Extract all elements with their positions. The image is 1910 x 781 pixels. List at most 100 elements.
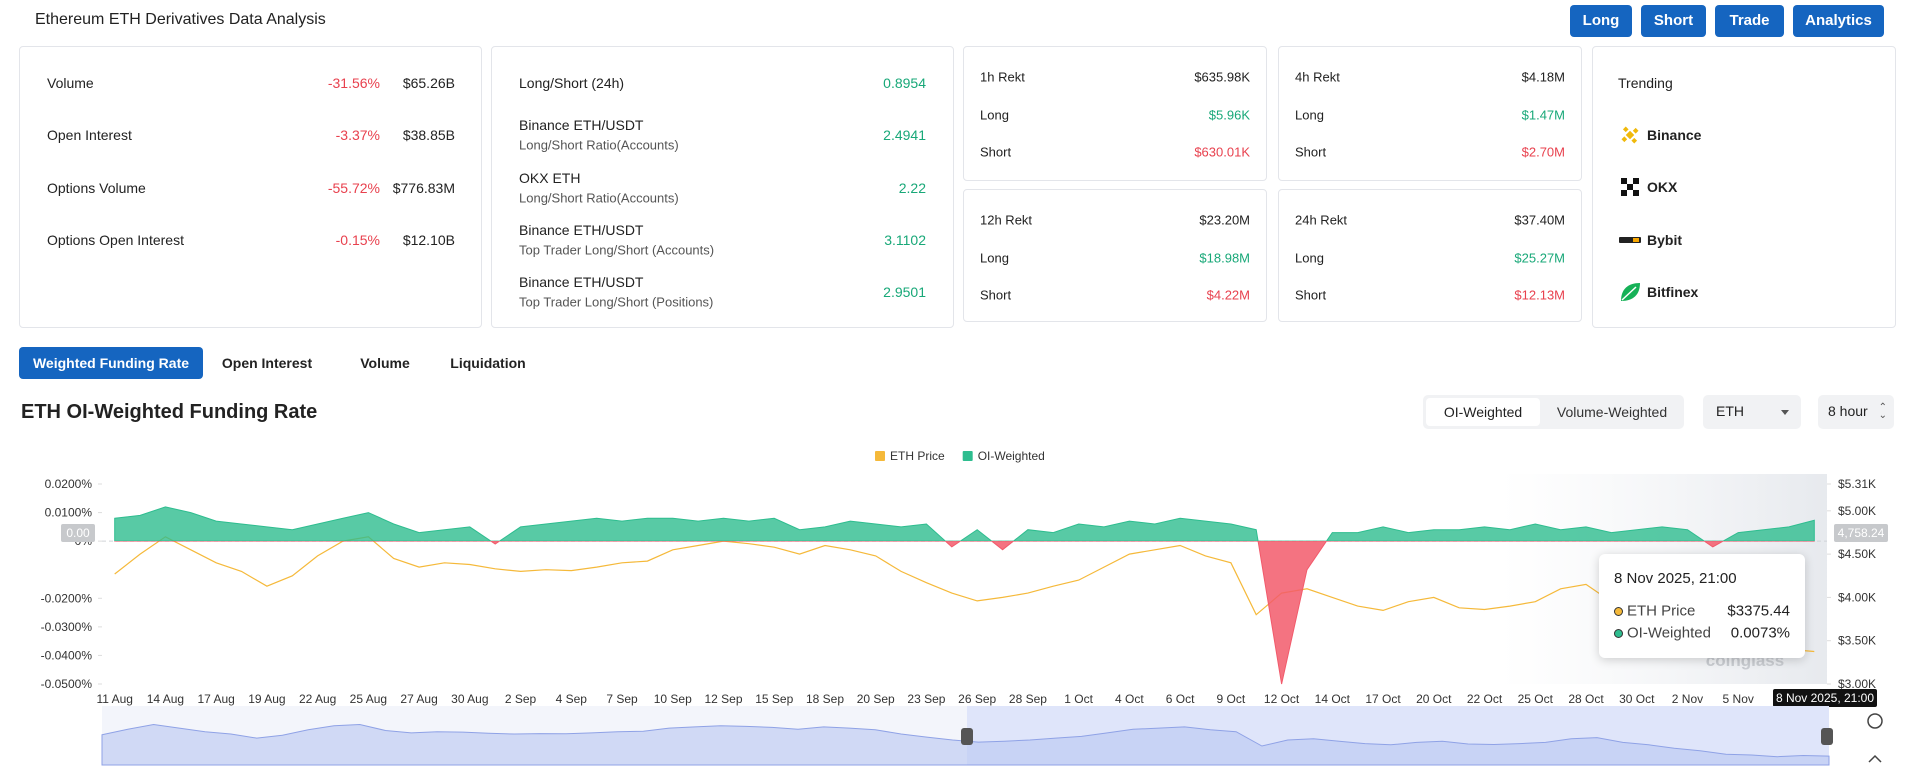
tab[interactable]: Volume <box>360 355 410 371</box>
price-line <box>114 536 1815 655</box>
mode-option[interactable]: Volume-Weighted <box>1556 404 1668 420</box>
reset-icon <box>1867 713 1883 729</box>
x-tick-label: 30 Aug <box>451 692 488 706</box>
rekt-long-value: $5.96K <box>1208 107 1250 123</box>
x-tick-label: 2 Nov <box>1672 692 1703 706</box>
tooltip-label: ETH Price <box>1627 602 1696 620</box>
x-tick-label: 7 Sep <box>606 692 638 706</box>
rekt-total-value: $4.18M <box>1521 69 1565 85</box>
x-tick-label: 4 Oct <box>1115 692 1144 706</box>
metric-value: $12.10B <box>402 231 455 248</box>
x-tick-label: 14 Oct <box>1315 692 1351 706</box>
y2-tick-label: $3.50K <box>1838 634 1876 648</box>
navigator-handle[interactable] <box>1821 728 1833 745</box>
ratio-label: OKX ETH <box>519 169 581 186</box>
y-tick-label: -0.0200% <box>41 591 93 605</box>
tooltip: 8 Nov 2025, 21:00 ETH Price $3375.44 OI-Wei… <box>1599 554 1805 658</box>
ratio-value: 2.4941 <box>883 127 926 144</box>
header-button[interactable]: Analytics <box>1793 5 1884 37</box>
metric-label: Options Open Interest <box>47 231 184 248</box>
exchange-name[interactable]: Bybit <box>1647 231 1682 248</box>
metric-change: -3.37% <box>335 127 380 144</box>
rekt-card: 24h Rekt $37.40M Long $25.27M Short $12.13M <box>1278 189 1582 322</box>
ratio-sublabel: Long/Short Ratio(Accounts) <box>519 137 679 153</box>
exchange-name[interactable]: Binance <box>1647 127 1702 143</box>
metric-change: -55.72% <box>327 179 380 196</box>
tab[interactable]: Open Interest <box>221 355 313 371</box>
metric-change: -0.15% <box>335 231 380 248</box>
x-tick-label: 30 Oct <box>1619 692 1655 706</box>
y2-tick-label: $4.00K <box>1838 590 1876 604</box>
x-tick-label: 27 Aug <box>400 692 437 706</box>
header-button[interactable]: Trade <box>1715 5 1784 37</box>
exchange-name[interactable]: OKX <box>1647 179 1678 196</box>
header-button[interactable]: Short <box>1641 5 1706 37</box>
rekt-card: 1h Rekt $635.98K Long $5.96K Short $630.01K <box>963 46 1267 181</box>
crosshair-y-label: 0.00 <box>66 526 90 540</box>
x-tick-label: 25 Aug <box>350 692 387 706</box>
x-tick-label: 22 Aug <box>299 692 336 706</box>
mode-option[interactable]: OI-Weighted <box>1426 398 1540 426</box>
rekt-card: 4h Rekt $4.18M Long $1.47M Short $2.70M <box>1278 46 1582 181</box>
y2-tick-label: $5.31K <box>1838 477 1876 491</box>
rekt-card: 12h Rekt $23.20M Long $18.98M Short $4.22M <box>963 189 1267 322</box>
x-tick-label: 18 Sep <box>806 692 844 706</box>
x-tick-label: 22 Oct <box>1467 692 1503 706</box>
ratio-sublabel: Long/Short Ratio(Accounts) <box>519 190 679 206</box>
metric-value: $65.26B <box>402 75 455 91</box>
x-tick-label: 17 Oct <box>1365 692 1401 706</box>
metric-label: Options Volume <box>47 179 146 196</box>
rekt-total-value: $635.98K <box>1194 69 1250 85</box>
metric-value: $776.83M <box>392 179 455 196</box>
rekt-short-value: $2.70M <box>1521 144 1565 160</box>
x-tick-label: 12 Oct <box>1264 692 1300 706</box>
rekt-long-label: Long <box>980 250 1009 266</box>
exchange-logo <box>1621 126 1639 144</box>
trending-card: Trending Binance OKX Bybit Bitfinex <box>1592 46 1896 328</box>
rekt-long-label: Long <box>980 107 1009 123</box>
rekt-total-label: 1h Rekt <box>980 69 1025 85</box>
crosshair-x-label-box <box>1773 689 1877 707</box>
funding-area-positive <box>114 506 1815 542</box>
tab[interactable]: Weighted Funding Rate <box>19 347 203 379</box>
x-tick-label: 5 Nov <box>1723 692 1754 706</box>
rekt-long-label: Long <box>1295 107 1324 123</box>
legend-label: OI-Weighted <box>978 449 1045 463</box>
coin-select[interactable]: ETH <box>1703 395 1801 429</box>
interval-select[interactable]: 8 hour ⌃ ⌄ <box>1818 395 1894 429</box>
y2-tick-label: $3.00K <box>1838 677 1876 691</box>
coin-value: ETH <box>1716 403 1744 419</box>
navigator-handle[interactable] <box>961 728 973 745</box>
ratio-card: Long/Short (24h) 0.8954 Binance ETH/USDT Lo… <box>491 46 954 328</box>
tooltip-dot <box>1614 607 1623 616</box>
exchange-name[interactable]: Bitfinex <box>1647 283 1699 300</box>
rekt-long-value: $18.98M <box>1199 250 1250 266</box>
tooltip-dot <box>1614 629 1623 638</box>
ratio-sublabel: Top Trader Long/Short (Positions) <box>519 294 714 310</box>
tab[interactable]: Liquidation <box>450 355 526 371</box>
x-tick-label: 9 Oct <box>1217 692 1246 706</box>
stepper-icon: ⌃ ⌄ <box>1878 402 1887 421</box>
dropdown-arrow <box>1781 410 1789 415</box>
rekt-short-value: $4.22M <box>1206 287 1250 303</box>
ratio-value: 3.1102 <box>884 231 926 248</box>
x-tick-label: 26 Sep <box>958 692 996 706</box>
market-card: Volume -31.56% $65.26B Open Interest -3.37% $… <box>19 46 482 328</box>
rekt-total-label: 12h Rekt <box>980 212 1033 228</box>
x-tick-label: 14 Aug <box>147 692 184 706</box>
tooltip-value: $3375.44 <box>1727 602 1790 620</box>
exchange-icon <box>1618 175 1642 199</box>
header-button[interactable]: Long <box>1570 5 1632 37</box>
rekt-long-label: Long <box>1295 250 1324 266</box>
exchange-icon <box>1618 123 1642 147</box>
legend-swatch <box>875 451 885 461</box>
x-tick-label: 1 Oct <box>1064 692 1093 706</box>
exchange-logo <box>1621 282 1640 301</box>
y-tick-label: 0.0100% <box>45 506 93 520</box>
crosshair-x-label: 8 Nov 2025, 21:00 <box>1776 691 1874 705</box>
trending-title: Trending <box>1618 75 1673 91</box>
ratio-label: Long/Short (24h) <box>519 75 625 91</box>
rekt-long-value: $1.47M <box>1521 107 1565 123</box>
x-tick-label: 20 Oct <box>1416 692 1452 706</box>
scroll-top-icon <box>1868 754 1882 763</box>
